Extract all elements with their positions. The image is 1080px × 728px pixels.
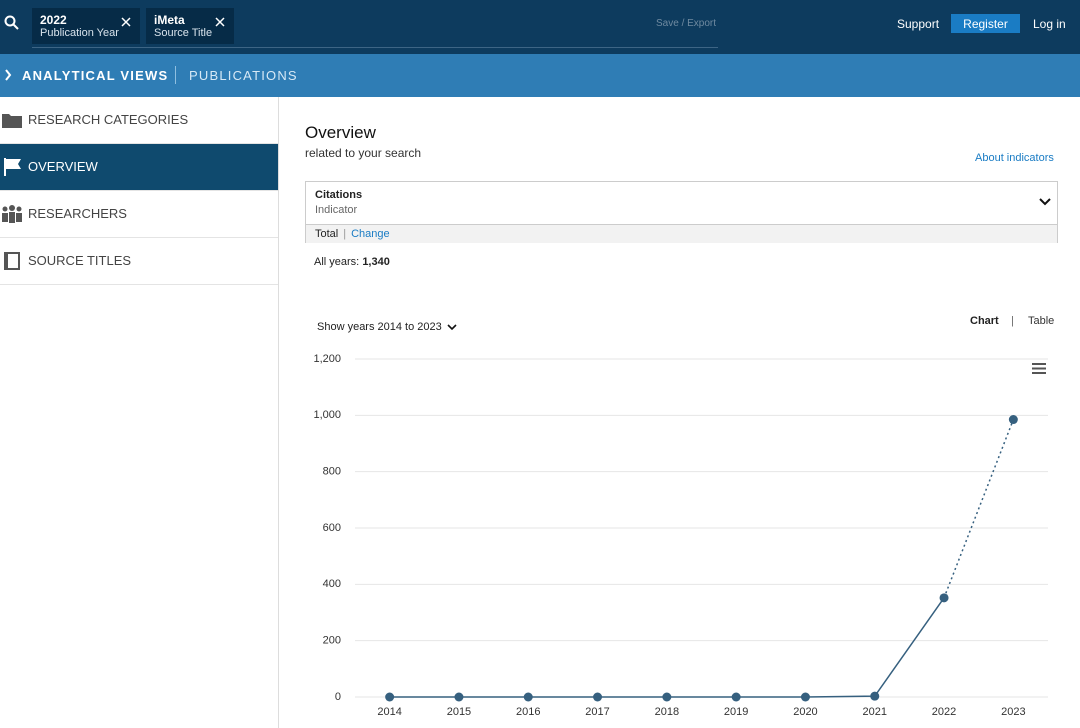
breadcrumb-page[interactable]: PUBLICATIONS bbox=[189, 68, 298, 83]
data-point bbox=[1008, 415, 1018, 425]
menu-icon[interactable] bbox=[1032, 363, 1046, 374]
filter-chip[interactable]: iMeta Source Title bbox=[146, 8, 234, 44]
save-export[interactable]: Save / Export bbox=[656, 18, 717, 29]
about-link[interactable]: About indicators bbox=[975, 152, 1054, 164]
x-tick-label: 2019 bbox=[724, 706, 748, 718]
all-years: All years: 1,340 bbox=[314, 256, 390, 268]
x-tick-label: 2014 bbox=[377, 706, 401, 718]
filter-chip[interactable]: 2022 Publication Year bbox=[32, 8, 140, 44]
y-tick-label: 200 bbox=[323, 635, 341, 647]
x-tick-label: 2015 bbox=[447, 706, 471, 718]
sidebar: RESEARCH CATEGORIES OVERVIEW RESEARCHERS… bbox=[0, 97, 279, 728]
close-icon[interactable] bbox=[121, 17, 131, 27]
year-range-select[interactable]: Show years 2014 to 2023 bbox=[317, 321, 442, 333]
x-tick-label: 2020 bbox=[793, 706, 817, 718]
line bbox=[389, 597, 945, 698]
filter-label: Publication Year bbox=[40, 27, 119, 39]
data-point bbox=[662, 692, 672, 702]
x-tick-label: 2021 bbox=[863, 706, 887, 718]
data-point bbox=[731, 692, 741, 702]
divider bbox=[175, 66, 176, 84]
search-icon[interactable] bbox=[4, 15, 20, 31]
login-link[interactable]: Log in bbox=[1033, 17, 1066, 31]
top-bar: 2022 Publication Year iMeta Source Title… bbox=[0, 0, 1080, 54]
separator: | bbox=[343, 228, 347, 240]
people-icon bbox=[2, 205, 22, 223]
nav-item[interactable]: OVERVIEW bbox=[0, 144, 278, 191]
filter-value: 2022 bbox=[40, 13, 67, 27]
x-tick-label: 2018 bbox=[655, 706, 679, 718]
x-tick-label: 2017 bbox=[585, 706, 609, 718]
table-toggle[interactable]: Table bbox=[1028, 315, 1055, 327]
nav-label: RESEARCHERS bbox=[28, 206, 127, 221]
data-point bbox=[870, 691, 880, 701]
data-point bbox=[593, 692, 603, 702]
dropdown-icon[interactable] bbox=[1039, 198, 1051, 206]
close-icon[interactable] bbox=[215, 17, 225, 27]
support-link[interactable]: Support bbox=[897, 17, 940, 31]
y-tick-label: 1,200 bbox=[313, 353, 341, 365]
indicator-name: Citations bbox=[315, 189, 363, 201]
y-tick-label: 1,000 bbox=[313, 409, 341, 421]
divider bbox=[32, 47, 718, 48]
data-point bbox=[385, 692, 395, 702]
folder-icon bbox=[2, 114, 22, 128]
register-button[interactable]: Register bbox=[951, 14, 1020, 33]
breadcrumb-section[interactable]: ANALYTICAL VIEWS bbox=[22, 68, 169, 83]
line-projection bbox=[943, 419, 1015, 599]
breadcrumb-bar: ANALYTICAL VIEWS PUBLICATIONS bbox=[0, 54, 1080, 97]
indicator-box: Citations Indicator Total | Change bbox=[305, 181, 1058, 243]
page-title: Overview bbox=[305, 123, 376, 142]
nav-item[interactable]: RESEARCH CATEGORIES bbox=[0, 97, 278, 144]
y-tick-label: 0 bbox=[335, 691, 341, 703]
dropdown-icon[interactable] bbox=[447, 324, 457, 331]
book-icon bbox=[4, 252, 20, 270]
total-row: Total | Change bbox=[306, 224, 1057, 243]
data-point bbox=[800, 692, 810, 702]
total-label: Total bbox=[315, 228, 339, 240]
x-tick-label: 2022 bbox=[932, 706, 956, 718]
filter-value: iMeta bbox=[154, 13, 185, 27]
x-tick-label: 2016 bbox=[516, 706, 540, 718]
separator: | bbox=[1011, 315, 1014, 327]
data-point bbox=[939, 593, 949, 603]
page-subtitle: related to your search bbox=[305, 146, 422, 160]
all-years-value: 1,340 bbox=[362, 256, 390, 268]
nav-item[interactable]: SOURCE TITLES bbox=[0, 238, 278, 285]
chart-toggle[interactable]: Chart bbox=[970, 315, 999, 327]
filter-label: Source Title bbox=[154, 27, 213, 39]
nav-item[interactable]: RESEARCHERS bbox=[0, 191, 278, 238]
data-point bbox=[454, 692, 464, 702]
data-point bbox=[523, 692, 533, 702]
y-tick-label: 400 bbox=[323, 578, 341, 590]
all-years-label: All years: bbox=[314, 256, 360, 268]
y-tick-label: 800 bbox=[323, 466, 341, 478]
x-tick-label: 2023 bbox=[1001, 706, 1025, 718]
indicator-label: Indicator bbox=[315, 204, 358, 216]
nav-label: RESEARCH CATEGORIES bbox=[28, 112, 189, 127]
y-tick-label: 600 bbox=[323, 522, 341, 534]
nav-label: SOURCE TITLES bbox=[28, 253, 132, 268]
change-link[interactable]: Change bbox=[351, 228, 390, 240]
nav-label: OVERVIEW bbox=[28, 159, 98, 174]
chevron-icon bbox=[5, 69, 12, 81]
flag-icon bbox=[4, 158, 21, 176]
